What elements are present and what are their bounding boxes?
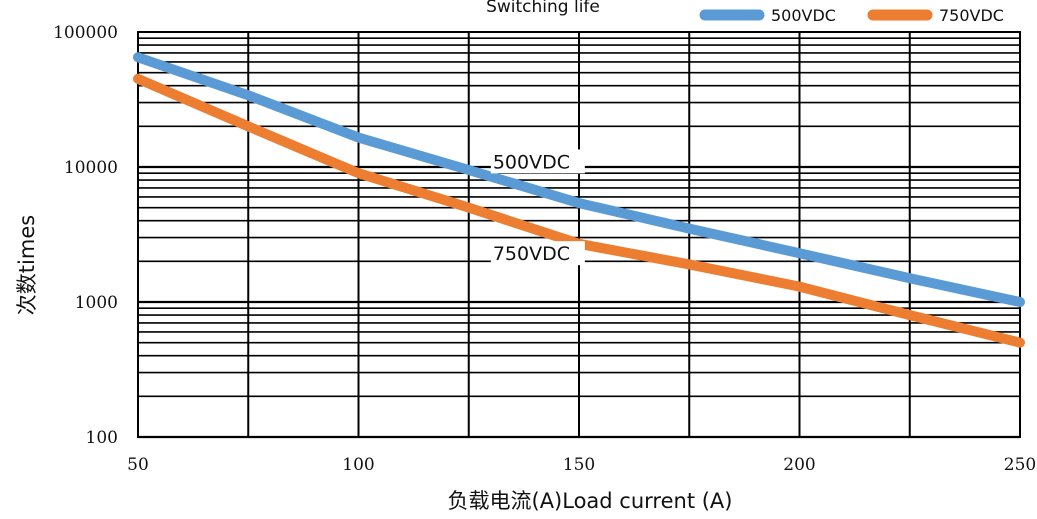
plot-frame — [137, 31, 1021, 438]
x-axis-label: 负载电流(A)Load current (A) — [448, 489, 733, 513]
legend-label-750vdc: 750VDC — [939, 6, 1004, 25]
series-line-500vdc — [133, 52, 1025, 307]
x-tick-labels: 50 100 150 200 250 — [127, 455, 1036, 475]
annotation-backdrop — [490, 241, 585, 266]
x-tick-label: 100 — [342, 455, 374, 475]
y-tick-labels: 100 1000 10000 100000 — [53, 23, 118, 448]
y-axis-label: 次数times — [15, 215, 39, 315]
y-tick-label: 100 — [86, 428, 118, 448]
x-tick-label: 50 — [127, 455, 149, 475]
line-annotations: 500VDC 750VDC — [490, 149, 585, 266]
annotation-backdrop — [490, 149, 585, 174]
x-tick-label: 200 — [783, 455, 815, 475]
x-tick-label: 250 — [1004, 455, 1036, 475]
legend: 500VDC 750VDC — [699, 6, 1004, 25]
chart-title: Switching life — [486, 0, 600, 17]
annotation-label: 750VDC — [493, 243, 570, 265]
x-tick-label: 150 — [563, 455, 595, 475]
legend-label-500vdc: 500VDC — [771, 6, 836, 25]
y-tick-label: 10000 — [64, 158, 118, 178]
y-tick-label: 100000 — [53, 23, 118, 43]
annotation-label: 500VDC — [493, 151, 570, 173]
y-tick-label: 1000 — [75, 293, 118, 313]
major-gridlines — [137, 32, 1021, 439]
